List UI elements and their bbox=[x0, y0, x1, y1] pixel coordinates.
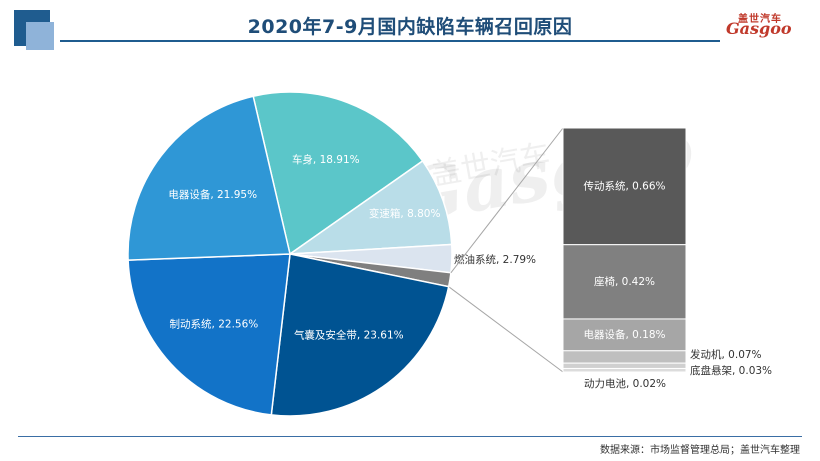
bar-label-seat: 座椅, 0.42% bbox=[594, 275, 655, 288]
bar-segment-chassis-suspension bbox=[562, 362, 687, 369]
title-underline bbox=[60, 40, 720, 42]
footer-divider bbox=[18, 436, 802, 437]
bar-label-electrical: 电器设备, 0.18% bbox=[583, 328, 665, 341]
brand-logo: 盖世汽车 Gasgoo bbox=[720, 10, 810, 42]
bar-segment-engine bbox=[562, 350, 687, 364]
brand-logo-en: Gasgoo bbox=[726, 19, 792, 38]
pie-slice-transmission bbox=[287, 159, 453, 255]
pie-label-car-body: 车身, 18.91% bbox=[292, 153, 360, 166]
bar-label-power-battery: 动力电池, 0.02% bbox=[584, 377, 666, 390]
pie-slice-electrical bbox=[127, 95, 291, 261]
bar-segment-power-battery bbox=[562, 367, 687, 373]
pie-label-airbag-seatbelt: 气囊及安全带, 23.61% bbox=[294, 328, 404, 341]
connector-line-bottom bbox=[448, 286, 564, 373]
bar-segment-transmission bbox=[562, 127, 687, 246]
pie-slice-car-body bbox=[252, 91, 424, 256]
bar-label-transmission: 传动系统, 0.66% bbox=[583, 179, 665, 192]
brand-logo-cn: 盖世汽车 bbox=[738, 14, 782, 25]
bar-segment-seat bbox=[562, 244, 687, 320]
connector-line-top bbox=[450, 127, 564, 274]
pie-slice-airbag-seatbelt bbox=[270, 253, 450, 417]
pie-label-brake-system: 制动系统, 22.56% bbox=[170, 317, 259, 330]
pie-label-transmission: 变速箱, 8.80% bbox=[369, 207, 441, 220]
chart-title: 2020年7-9月国内缺陷车辆召回原因 bbox=[247, 16, 573, 38]
data-source: 数据来源：市场监督管理总局；盖世汽车整理 bbox=[600, 445, 800, 456]
pie-label-electrical: 电器设备, 21.95% bbox=[168, 188, 257, 201]
bar-label-engine: 发动机, 0.07% bbox=[690, 348, 762, 361]
pie-slice-brake-system bbox=[127, 253, 291, 416]
logo-square-light bbox=[26, 22, 54, 50]
pie-label-fuel-system: 燃油系统, 2.79% bbox=[454, 253, 536, 266]
bar-segment-electrical bbox=[562, 318, 687, 352]
bar-label-chassis-suspension: 底盘悬架, 0.03% bbox=[690, 364, 772, 377]
